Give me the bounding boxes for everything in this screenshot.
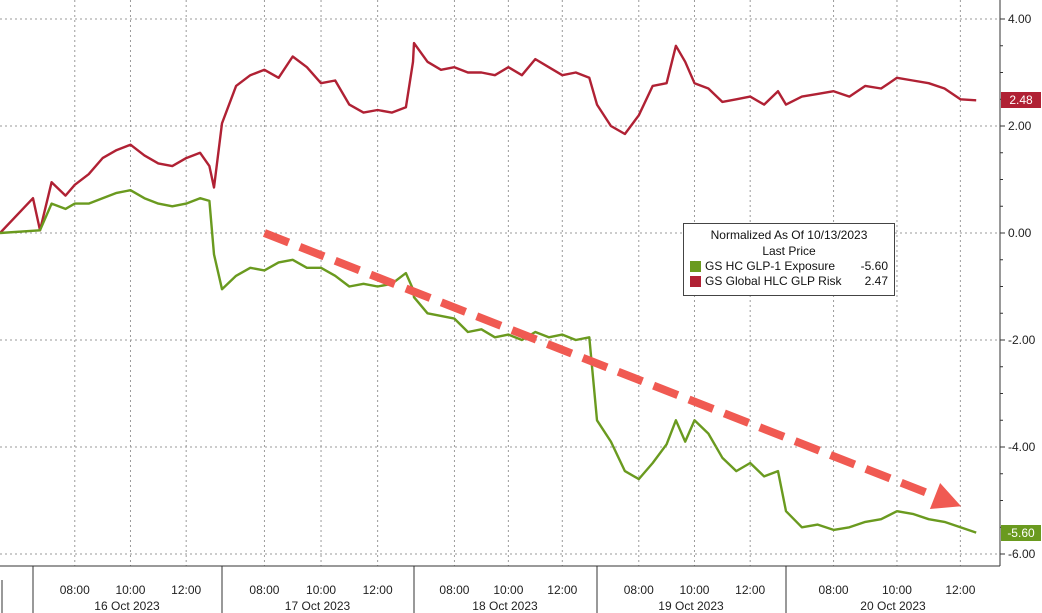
x-tick-label: 12:00 bbox=[735, 583, 765, 597]
last-value-tag-risk: 2.48 bbox=[1001, 92, 1041, 109]
legend-item-risk: GS Global HLC GLP Risk 2.47 bbox=[690, 274, 888, 289]
legend-item-value: 2.47 bbox=[864, 274, 888, 288]
trend-arrow-head bbox=[929, 482, 962, 510]
x-tick-label: 10:00 bbox=[306, 583, 336, 597]
legend-item-value: -5.60 bbox=[860, 259, 888, 273]
legend-subtitle: Last Price bbox=[762, 244, 816, 258]
x-tick-label: 10:00 bbox=[115, 583, 145, 597]
day-label: 20 Oct 2023 bbox=[860, 599, 926, 613]
x-tick-label: 08:00 bbox=[819, 583, 849, 597]
chart-series bbox=[0, 41, 977, 534]
x-tick-label: 10:00 bbox=[882, 583, 912, 597]
y-tick-label: 4.00 bbox=[1008, 12, 1032, 26]
day-label: 18 Oct 2023 bbox=[472, 599, 538, 613]
day-label: 17 Oct 2023 bbox=[285, 599, 351, 613]
y-tick-label: 0.00 bbox=[1008, 226, 1032, 240]
x-tick-label: 12:00 bbox=[171, 583, 201, 597]
trend-arrow bbox=[262, 229, 962, 510]
legend-item-label: GS HC GLP-1 Exposure bbox=[705, 259, 836, 273]
x-tick-label: 10:00 bbox=[493, 583, 523, 597]
series-line bbox=[0, 41, 977, 234]
y-tick-label: -2.00 bbox=[1008, 333, 1036, 347]
legend-box: Normalized As Of 10/13/2023 Last Price G… bbox=[683, 223, 895, 296]
legend-title: Normalized As Of 10/13/2023 bbox=[710, 228, 868, 242]
x-tick-label: 12:00 bbox=[547, 583, 577, 597]
legend-swatch-risk bbox=[690, 276, 701, 287]
x-tick-label: 12:00 bbox=[363, 583, 393, 597]
x-tick-label: 08:00 bbox=[249, 583, 279, 597]
chart-grid bbox=[0, 0, 1000, 566]
last-value-tag-exposure: -5.60 bbox=[1001, 524, 1041, 541]
x-tick-label: 08:00 bbox=[624, 583, 654, 597]
x-tick-label: 08:00 bbox=[60, 583, 90, 597]
series-line bbox=[0, 188, 977, 534]
y-tick-label: -6.00 bbox=[1008, 547, 1036, 561]
legend-swatch-exposure bbox=[690, 261, 701, 272]
legend-item-exposure: GS HC GLP-1 Exposure -5.60 bbox=[690, 259, 888, 274]
day-label: 19 Oct 2023 bbox=[658, 599, 724, 613]
y-tick-label: 2.00 bbox=[1008, 119, 1032, 133]
x-tick-label: 08:00 bbox=[439, 583, 469, 597]
trend-arrow-shaft bbox=[262, 229, 937, 500]
y-tick-label: -4.00 bbox=[1008, 440, 1036, 454]
x-tick-label: 12:00 bbox=[945, 583, 975, 597]
legend-item-label: GS Global HLC GLP Risk bbox=[705, 274, 842, 288]
day-label: 16 Oct 2023 bbox=[94, 599, 160, 613]
x-tick-label: 10:00 bbox=[679, 583, 709, 597]
